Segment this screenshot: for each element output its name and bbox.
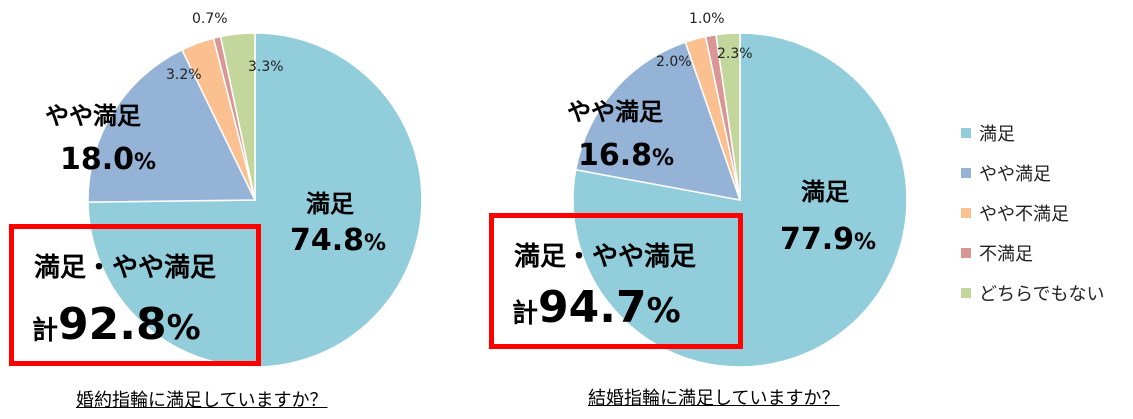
pie1-somewhat-value: 18.0% (60, 142, 157, 177)
pie-slice-somewhat-satisfied (87, 48, 257, 203)
pie2-total-caption: 満足・やや満足 (514, 242, 697, 272)
pie2-satisfied-value: 77.9% (780, 222, 877, 257)
legend-swatch (961, 288, 971, 298)
legend-swatch (961, 128, 971, 138)
pie2-total-value: 計94.7% (512, 282, 681, 333)
pie-slice-satisfied (572, 32, 908, 368)
pie2-satisfied-label: 満足 (801, 178, 849, 206)
pie2-total-box: 満足・やや満足 計94.7% (489, 213, 743, 349)
pie1-total-value: 計92.8% (32, 299, 201, 350)
pie2-question: 結婚指輪に満足していますか？ (588, 388, 840, 409)
engagement-ring-pie (87, 32, 423, 368)
pie1-neutral-value: 3.3% (248, 59, 284, 75)
pie2-neutral-value: 2.3% (717, 46, 753, 62)
pie2-slightly-dissatisfied-value: 2.0% (656, 54, 692, 70)
pie2-somewhat-value: 16.8% (578, 138, 675, 173)
pie2-dissatisfied-value: 1.0% (689, 11, 725, 27)
pie1-somewhat-label: やや満足 (45, 102, 141, 130)
wedding-ring-pie (572, 32, 908, 368)
pie-slice-neutral (219, 32, 256, 201)
pie1-satisfied-value: 74.8% (290, 223, 387, 258)
pie1-question: 婚約指輪に満足していますか？ (76, 390, 328, 411)
pie1-satisfied-label: 満足 (306, 190, 354, 218)
pie-slice-neutral (715, 32, 741, 201)
pie1-total-caption: 満足・やや満足 (34, 253, 217, 283)
legend-swatch (961, 248, 971, 258)
pie1-total-box: 満足・やや満足 計92.8% (9, 224, 261, 366)
legend-swatch (961, 208, 971, 218)
pie1-slightly-dissatisfied-value: 3.2% (166, 67, 202, 83)
pie2-somewhat-label: やや満足 (567, 98, 663, 126)
legend-swatch (961, 168, 971, 178)
pie1-dissatisfied-value: 0.7% (192, 11, 228, 27)
pie-slice-satisfied (87, 32, 423, 368)
